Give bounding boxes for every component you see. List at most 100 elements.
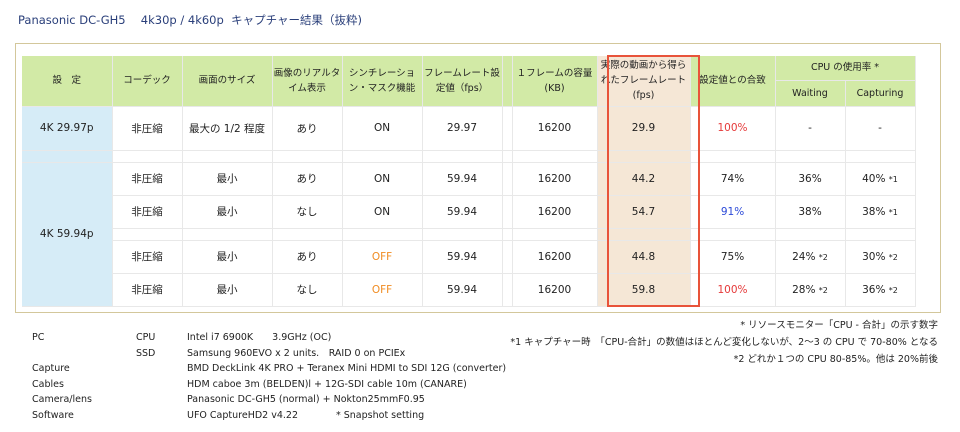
framerate-cell: 59.94 bbox=[422, 162, 503, 196]
size-cell: 最大の 1/2 程度 bbox=[182, 106, 273, 151]
waiting-cell: 24% *2 bbox=[775, 240, 846, 274]
header-waiting: Waiting bbox=[775, 80, 846, 107]
spec-key: Software bbox=[32, 409, 74, 421]
ratio-cell: 75% bbox=[690, 240, 776, 274]
spec-value: Samsung 960EVO x 2 units. RAID 0 on PCIE… bbox=[187, 347, 406, 359]
framerate-cell: 59.94 bbox=[422, 240, 503, 274]
realtime-cell: なし bbox=[272, 195, 343, 229]
ratio-cell: 100% bbox=[690, 106, 776, 151]
codec-cell: 非圧縮 bbox=[112, 162, 183, 196]
table-row: 4K 59.94p 非圧縮 最小 あり ON 59.94 16200 44.2 … bbox=[22, 162, 916, 307]
capturing-note: *1 bbox=[888, 207, 898, 217]
capacity-cell: 16200 bbox=[512, 240, 598, 274]
capturing-note: *2 bbox=[888, 285, 898, 295]
footnote-cpu: * リソースモニター「CPU - 合計」の示す数字 bbox=[740, 320, 938, 331]
setting-cell: 4K 59.94p bbox=[22, 162, 113, 307]
capture-results-table: 設 定 コーデック 画面のサイズ 画像のリアルタイム表示 シンチレーション・マス… bbox=[22, 56, 916, 307]
waiting-note: *2 bbox=[818, 285, 828, 295]
capturing-value: 36% bbox=[862, 283, 886, 296]
spacer-cell bbox=[502, 273, 513, 307]
table-row: 4K 29.97p 非圧縮 最大の 1/2 程度 あり ON 29.97 162… bbox=[22, 106, 916, 151]
size-cell: 最小 bbox=[182, 240, 273, 274]
spacer-cell bbox=[502, 195, 513, 229]
framerate-cell: 29.97 bbox=[422, 106, 503, 151]
header-cpu: CPU の使用率 * bbox=[775, 56, 916, 81]
waiting-note: *2 bbox=[818, 252, 828, 262]
capturing-value: 40% bbox=[862, 172, 886, 185]
size-cell: 最小 bbox=[182, 162, 273, 196]
ratio-cell: 100% bbox=[690, 273, 776, 307]
capturing-cell: 30% *2 bbox=[845, 240, 916, 274]
header-framerate: フレームレート設定値（fps） bbox=[422, 56, 503, 107]
spec-value: HDM caboe 3m (BELDEN)l + 12G-SDI cable 1… bbox=[187, 378, 467, 390]
framerate-cell: 59.94 bbox=[422, 273, 503, 307]
spacer-cell bbox=[502, 162, 513, 196]
table-row: 非圧縮 最小 なし OFF 59.94 16200 59.8 100% 28% … bbox=[22, 273, 916, 307]
header-actual-line3: (fps) bbox=[632, 90, 655, 102]
header-codec: コーデック bbox=[112, 56, 183, 107]
page-title: Panasonic DC-GH5 4k30p / 4k60p キャプチャー結果（… bbox=[18, 13, 362, 27]
actual-fps-cell: 29.9 bbox=[597, 106, 691, 151]
capturing-note: *2 bbox=[888, 252, 898, 262]
waiting-value: 36% bbox=[798, 172, 822, 185]
header-size: 画面のサイズ bbox=[182, 56, 273, 107]
spec-key: Camera/lens bbox=[32, 394, 92, 406]
spec-sub: CPU bbox=[136, 332, 156, 343]
spec-sub: SSD bbox=[136, 347, 156, 359]
spec-value: Panasonic DC-GH5 (normal) + Nokton25mmF0… bbox=[187, 394, 425, 406]
codec-cell: 非圧縮 bbox=[112, 273, 183, 307]
actual-fps-cell: 44.2 bbox=[597, 162, 691, 196]
header-actual-line1: 実際の動画から得ら bbox=[600, 60, 687, 72]
realtime-cell: あり bbox=[272, 106, 343, 151]
sync-cell: ON bbox=[342, 106, 423, 151]
capacity-cell: 16200 bbox=[512, 162, 598, 196]
size-cell: 最小 bbox=[182, 195, 273, 229]
header-spacer bbox=[502, 56, 513, 107]
sync-cell: OFF bbox=[342, 240, 423, 274]
header-setting: 設 定 bbox=[22, 56, 113, 107]
header-ratio: 設定値との合致 bbox=[690, 56, 776, 107]
spacer-cell bbox=[502, 106, 513, 151]
footnote-2: *2 どれか１つの CPU 80-85%。他は 20%前後 bbox=[733, 354, 938, 365]
capturing-cell: - bbox=[845, 106, 916, 151]
capturing-cell: 40% *1 bbox=[845, 162, 916, 196]
capacity-cell: 16200 bbox=[512, 195, 598, 229]
actual-fps-cell: 59.8 bbox=[597, 273, 691, 307]
header-actual-line2: れたフレームレート bbox=[600, 75, 687, 87]
spec-value: UFO CaptureHD2 v4.22 * Snapshot setting bbox=[187, 409, 425, 421]
header-capacity: １フレームの容量(KB) bbox=[512, 56, 598, 107]
spec-key: Cables bbox=[32, 378, 64, 390]
size-cell: 最小 bbox=[182, 273, 273, 307]
capturing-value: 30% bbox=[862, 250, 886, 263]
header-capturing: Capturing bbox=[845, 80, 916, 107]
header-actual: 実際の動画から得ら れたフレームレート (fps) bbox=[597, 56, 691, 107]
actual-fps-cell: 44.8 bbox=[597, 240, 691, 274]
sync-cell: ON bbox=[342, 162, 423, 196]
footnote-1: *1 キャプチャー時 「CPU-合計」の数値はほとんど変化しないが、2～3 の … bbox=[510, 337, 938, 348]
realtime-cell: あり bbox=[272, 162, 343, 196]
sync-cell: ON bbox=[342, 195, 423, 229]
realtime-cell: なし bbox=[272, 273, 343, 307]
spacer-cell bbox=[502, 240, 513, 274]
spec-value: BMD DeckLink 4K PRO + Teranex Mini HDMI … bbox=[187, 363, 507, 375]
setting-cell: 4K 29.97p bbox=[22, 106, 113, 151]
spec-value: Intel i7 6900K 3.9GHz (OC) bbox=[187, 332, 332, 343]
waiting-cell: 28% *2 bbox=[775, 273, 846, 307]
waiting-value: 38% bbox=[798, 205, 822, 218]
ratio-cell: 91% bbox=[690, 195, 776, 229]
framerate-cell: 59.94 bbox=[422, 195, 503, 229]
waiting-value: 28% bbox=[792, 283, 816, 296]
capturing-value: 38% bbox=[862, 205, 886, 218]
waiting-cell: 38% bbox=[775, 195, 846, 229]
codec-cell: 非圧縮 bbox=[112, 106, 183, 151]
capacity-cell: 16200 bbox=[512, 273, 598, 307]
ratio-cell: 74% bbox=[690, 162, 776, 196]
capturing-note: *1 bbox=[888, 174, 898, 184]
table-row: 非圧縮 最小 あり OFF 59.94 16200 44.8 75% 24% *… bbox=[22, 240, 916, 274]
header-realtime: 画像のリアルタイム表示 bbox=[272, 56, 343, 107]
gap-row bbox=[22, 150, 916, 163]
capturing-cell: 38% *1 bbox=[845, 195, 916, 229]
spec-key: PC bbox=[32, 332, 45, 343]
header-sync: シンチレーション・マスク機能 bbox=[342, 56, 423, 107]
capacity-cell: 16200 bbox=[512, 106, 598, 151]
